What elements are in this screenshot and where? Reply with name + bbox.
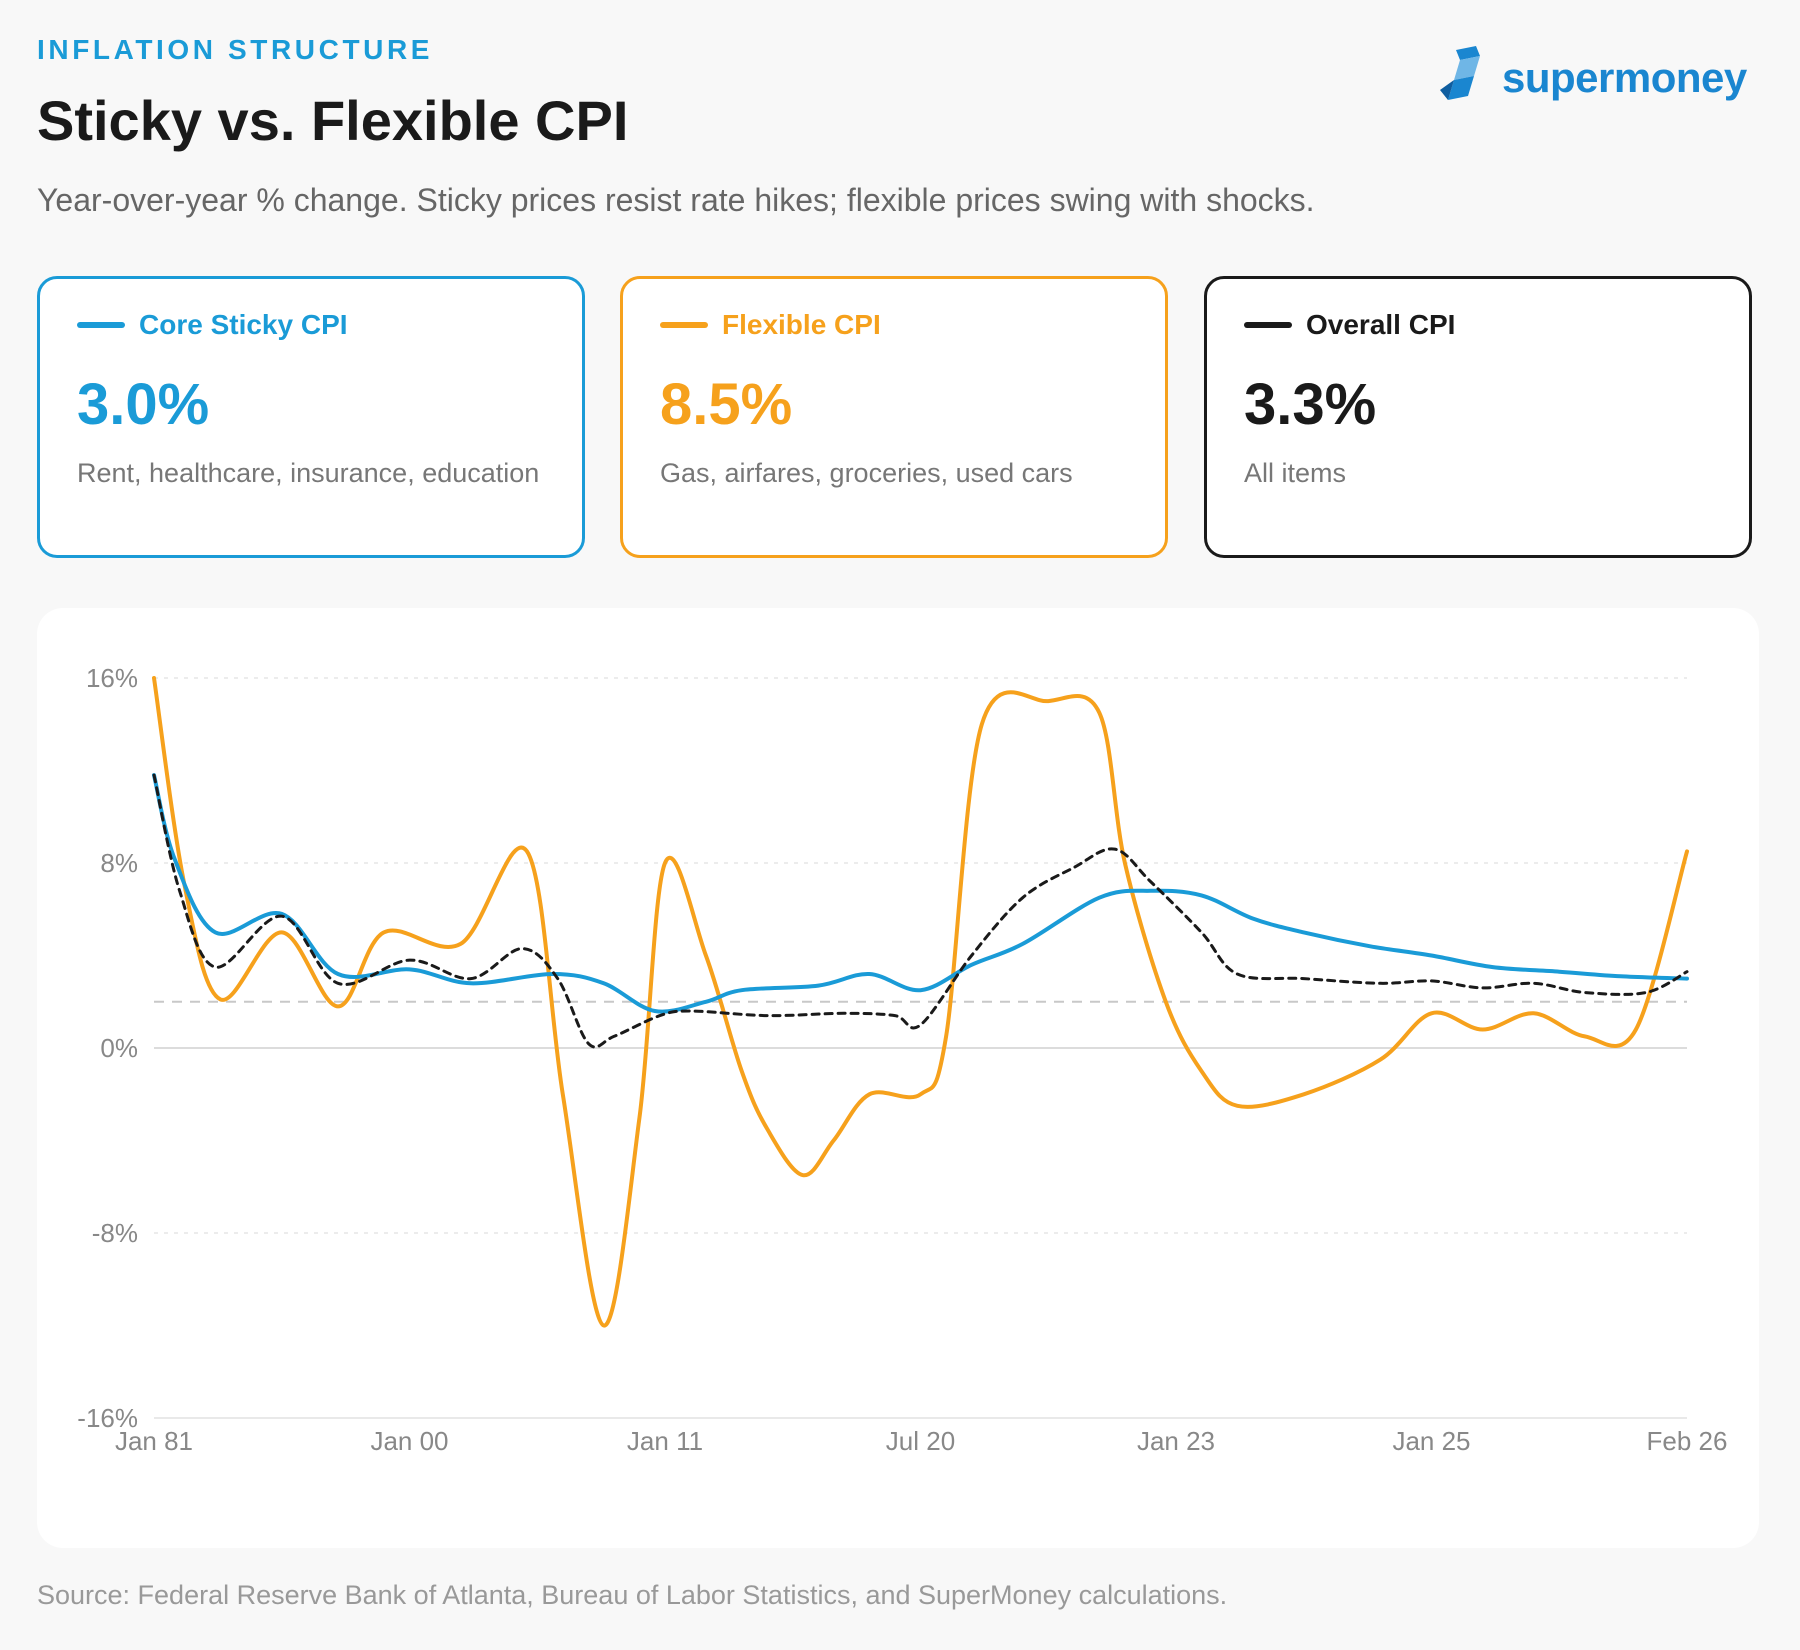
- card-flexible-cpi: Flexible CPI 8.5% Gas, airfares, groceri…: [620, 276, 1168, 558]
- card-description: Gas, airfares, groceries, used cars: [660, 458, 1073, 488]
- y-tick-label: -8%: [92, 1218, 138, 1248]
- series-line-overall-cpi: [152, 773, 1689, 1049]
- card-label: Flexible CPI: [722, 309, 881, 340]
- card-value: 3.3%: [1244, 372, 1377, 437]
- x-tick-label: Jul 20: [886, 1426, 955, 1456]
- y-tick-label: -16%: [77, 1403, 138, 1433]
- legend-swatch-flexible: [660, 322, 708, 328]
- series-line-flexible-cpi: [152, 676, 1689, 1328]
- page-title: Sticky vs. Flexible CPI: [37, 89, 629, 152]
- cpi-line-chart: 16% 8% 0% -8% -16%Jan 81 Jan 00 Jan 11 Jul 20 Ja…: [77, 663, 1728, 1456]
- legend-swatch-sticky: [77, 322, 125, 328]
- card-label: Overall CPI: [1306, 309, 1456, 340]
- y-tick-label: 16%: [86, 663, 138, 693]
- card-core-sticky-cpi: Core Sticky CPI 3.0% Rent, healthcare, i…: [37, 276, 585, 558]
- x-tick-label: Feb 26: [1647, 1426, 1728, 1456]
- x-tick-label: Jan 00: [370, 1426, 448, 1456]
- card-description: All items: [1244, 458, 1347, 488]
- card-overall-cpi: Overall CPI 3.3% All items: [1204, 276, 1752, 558]
- x-tick-label: Jan 25: [1392, 1426, 1470, 1456]
- card-label: Core Sticky CPI: [139, 309, 348, 340]
- y-tick-label: 0%: [100, 1033, 138, 1063]
- brand-logo[interactable]: supermoney: [1436, 46, 1747, 109]
- logo-text: supermoney: [1502, 53, 1747, 101]
- x-tick-label: Jan 81: [115, 1426, 193, 1456]
- card-value: 8.5%: [660, 372, 793, 437]
- subtitle: Year-over-year % change. Sticky prices r…: [37, 182, 1315, 218]
- series-line-core-sticky-cpi: [152, 773, 1689, 1014]
- eyebrow: INFLATION STRUCTURE: [37, 34, 434, 65]
- supermoney-logo-icon: [1436, 46, 1498, 109]
- card-value: 3.0%: [77, 372, 210, 437]
- x-tick-label: Jan 23: [1137, 1426, 1215, 1456]
- legend-swatch-overall: [1244, 322, 1292, 328]
- source-note: Source: Federal Reserve Bank of Atlanta,…: [37, 1580, 1228, 1610]
- card-description: Rent, healthcare, insurance, education: [77, 458, 540, 488]
- chart-panel: 16% 8% 0% -8% -16% Jan 81 Jan 00 Jan 11 Jul 20 Ja…: [37, 608, 1759, 1548]
- x-tick-label: Jan 11: [627, 1426, 703, 1456]
- y-tick-label: 8%: [100, 848, 138, 878]
